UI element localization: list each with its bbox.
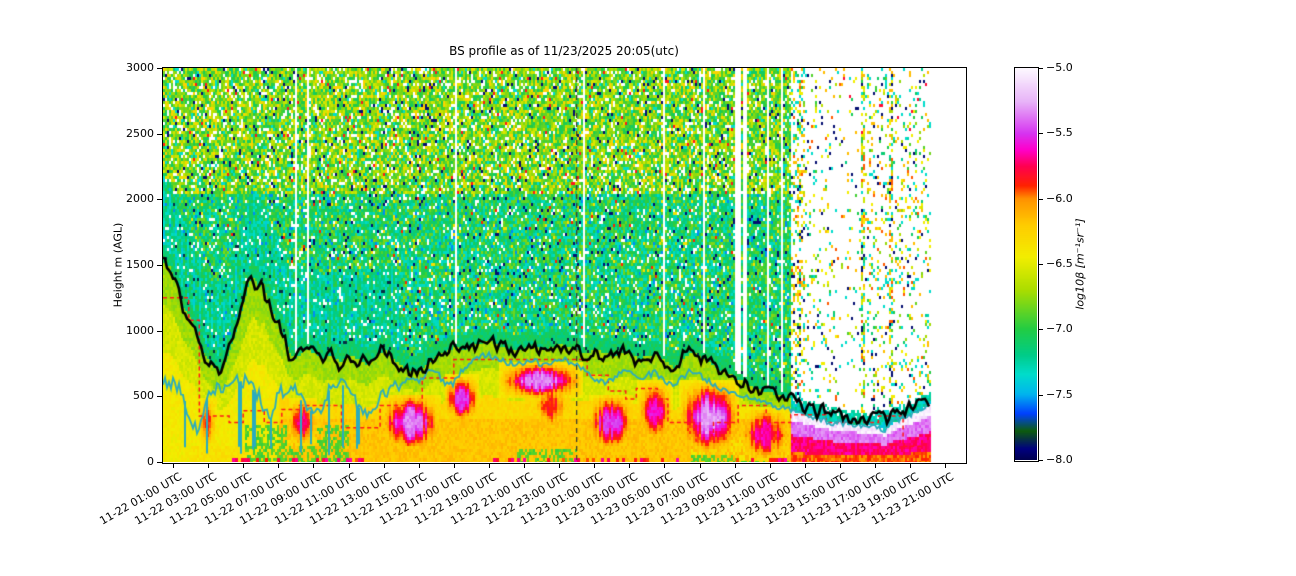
colorbar-tick [1038,394,1043,396]
colorbar-tick-label: −5.5 [1046,126,1073,140]
x-tick [313,463,315,468]
heatmap-canvas [163,68,965,462]
x-tick [488,463,490,468]
colorbar-tick [1038,68,1043,69]
colorbar-tick-label: −6.0 [1046,191,1073,205]
colorbar-tick [1038,198,1043,200]
y-tick-label: 1500 [126,258,154,271]
x-tick [208,463,210,468]
colorbar-tick-label: −6.5 [1046,257,1073,270]
x-tick [769,463,771,468]
colorbar-tick [1038,329,1043,331]
y-tick [157,462,162,463]
y-tick-label: 2000 [126,192,154,206]
x-tick [839,463,841,468]
x-tick [804,463,806,468]
y-tick [157,133,162,135]
colorbar-tick-label: −5.0 [1046,61,1073,74]
y-tick [157,396,162,398]
x-tick [173,463,174,468]
x-tick [383,463,385,468]
x-tick [875,463,876,468]
x-tick [348,463,350,468]
y-tick-label: 0 [147,455,154,468]
y-tick [157,199,162,201]
x-tick [945,463,947,468]
x-tick [629,463,631,468]
colorbar-tick-label: −8.0 [1046,453,1073,466]
colorbar-label: log10β [m⁻¹sr⁻¹] [1073,218,1087,310]
y-tick [157,265,162,266]
x-tick [243,463,245,468]
y-tick-label: 1000 [126,323,154,337]
colorbar-tick [1038,460,1043,461]
x-tick [559,463,561,468]
y-tick-label: 3000 [126,61,154,74]
x-tick [594,463,596,468]
x-tick [910,463,912,468]
x-tick [664,463,666,468]
colorbar-tick [1038,264,1043,265]
x-tick [453,463,455,468]
x-tick [418,463,420,468]
x-tick [734,463,736,468]
x-tick [278,463,280,468]
y-axis-label: Height m (AGL) [111,222,125,308]
colorbar-tick [1038,133,1043,135]
colorbar-tick-label: −7.0 [1046,322,1073,336]
x-tick [524,463,525,468]
y-tick [157,68,162,69]
colorbar-tick-label: −7.5 [1046,387,1073,401]
y-tick-label: 500 [133,389,154,403]
x-tick [699,463,701,468]
y-tick-label: 2500 [126,126,154,140]
chart-title: BS profile as of 11/23/2025 20:05(utc) [449,44,679,58]
colorbar-gradient [1015,68,1037,460]
y-tick [157,330,162,332]
